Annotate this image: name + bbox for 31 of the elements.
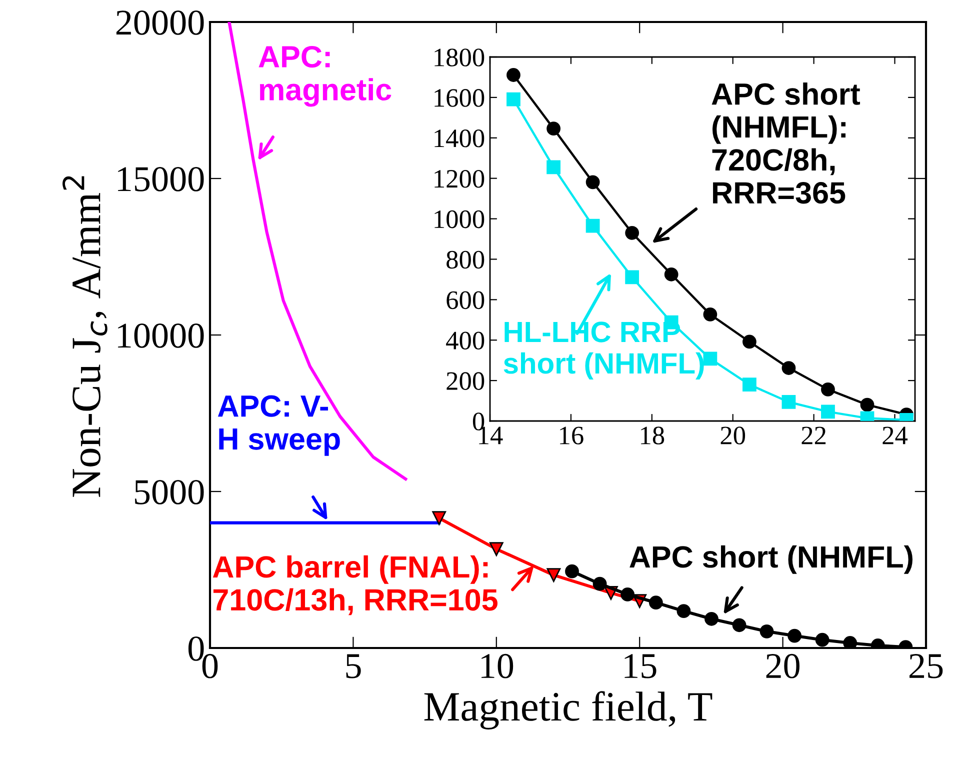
series-label: APC short (NHMFL) bbox=[630, 545, 912, 574]
y-tick-label: 200 bbox=[446, 372, 484, 390]
x-tick-label: 10 bbox=[482, 654, 514, 678]
x-tick-label: 5 bbox=[346, 654, 361, 678]
y-tick-label: 400 bbox=[446, 332, 484, 350]
y-tick-label: 20000 bbox=[116, 10, 204, 35]
y-tick-label: 15000 bbox=[118, 167, 204, 192]
legend-label: APC barrel (FNAL): 710C/13h, RRR=105 bbox=[212, 555, 498, 616]
y-tick-label: 1800 bbox=[434, 48, 484, 66]
y-tick-label: 0 bbox=[188, 636, 204, 661]
x-axis-title: Magnetic field, T bbox=[424, 691, 712, 730]
x-tick-label: 16 bbox=[560, 426, 584, 444]
y-tick-label: 1200 bbox=[434, 170, 484, 188]
y-tick-label: 800 bbox=[446, 250, 484, 269]
y-tick-label: 10000 bbox=[118, 324, 204, 348]
series-label: APC: magnetic bbox=[258, 46, 392, 107]
y-tick-label: 1400 bbox=[434, 129, 484, 148]
x-tick-label: 22 bbox=[802, 426, 826, 444]
y-tick-label: 1000 bbox=[434, 210, 484, 228]
legend-label: APC short (NHMFL): 720C/8h, RRR=365 bbox=[712, 82, 860, 204]
x-tick-label: 20 bbox=[720, 426, 746, 444]
y-tick-label: 5000 bbox=[135, 480, 204, 504]
y-axis-title: Non-Cu J$_{c}$, A/mm$^{2}$ bbox=[62, 176, 108, 497]
x-tick-label: 24 bbox=[882, 426, 908, 444]
text: APC: V- H sweep bbox=[218, 395, 340, 456]
x-tick-label: 20 bbox=[766, 654, 800, 678]
x-tick-label: 25 bbox=[910, 654, 943, 678]
y-tick-label: 600 bbox=[446, 291, 484, 310]
x-tick-label: 15 bbox=[624, 654, 656, 678]
x-tick-label: 18 bbox=[641, 426, 664, 444]
y-tick-label: 1600 bbox=[434, 89, 484, 107]
